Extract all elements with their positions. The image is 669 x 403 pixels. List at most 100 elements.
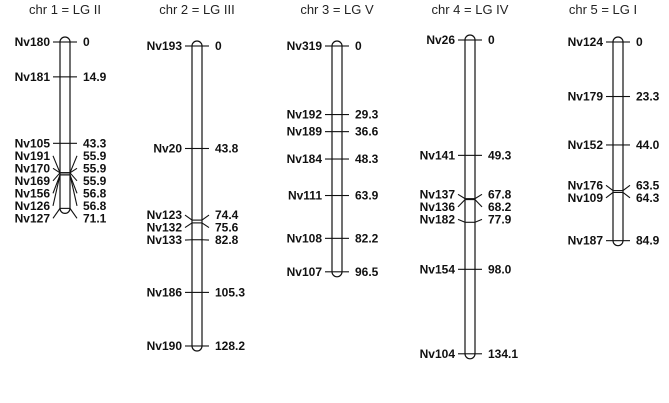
marker-position: 0 xyxy=(83,35,90,49)
marker-name: Nv107 xyxy=(287,265,323,279)
marker-name: Nv104 xyxy=(420,347,456,361)
marker-position: 55.9 xyxy=(83,149,107,163)
marker-position: 29.3 xyxy=(355,108,379,122)
chromosome-3: chr 3 = LG V Nv319 0 Nv192 29.3 Nv189 36.6 Nv18… xyxy=(287,2,379,279)
marker-name: Nv123 xyxy=(147,208,183,222)
marker-position: 84.9 xyxy=(636,234,660,248)
marker-position: 82.8 xyxy=(215,233,239,247)
chromosome-1: chr 1 = LG II Nv180 0 Nv181 14.9 Nv105 43.3 Nv1… xyxy=(15,2,107,225)
marker-name: Nv156 xyxy=(15,186,51,200)
marker-tick-left xyxy=(457,199,466,208)
marker-tick-left xyxy=(52,172,61,182)
marker-position: 56.8 xyxy=(83,186,107,200)
chromosome-title: chr 4 = LG IV xyxy=(432,2,509,17)
marker-name: Nv105 xyxy=(15,136,51,150)
chromosome-title: chr 1 = LG II xyxy=(29,2,101,17)
marker-name: Nv181 xyxy=(15,70,51,84)
marker-name: Nv111 xyxy=(288,189,322,203)
marker-name: Nv137 xyxy=(420,187,456,201)
marker-tick-left xyxy=(605,192,614,199)
marker-name: Nv193 xyxy=(147,39,183,53)
marker-position: 68.2 xyxy=(488,200,512,214)
chromosome-5: chr 5 = LG I Nv124 0 Nv179 23.3 Nv152 44.0 Nv17… xyxy=(568,2,660,248)
marker-name: Nv152 xyxy=(568,138,604,152)
marker-position: 105.3 xyxy=(215,285,245,299)
marker-position: 0 xyxy=(355,39,362,53)
marker-name: Nv26 xyxy=(426,33,455,47)
marker-tick-right xyxy=(622,192,631,199)
marker-tick-left xyxy=(52,174,61,206)
marker-name: Nv132 xyxy=(147,221,183,235)
chromosome-title: chr 5 = LG I xyxy=(569,2,637,17)
marker-name: Nv189 xyxy=(287,125,323,139)
marker-position: 134.1 xyxy=(488,347,518,361)
marker-name: Nv190 xyxy=(147,339,183,353)
marker-tick-left xyxy=(184,222,193,229)
marker-tick-right xyxy=(474,193,483,200)
chromosome-bar xyxy=(59,36,71,214)
marker-name: Nv141 xyxy=(420,148,456,162)
marker-position: 96.5 xyxy=(355,265,379,279)
marker-tick-right xyxy=(622,184,631,192)
marker-tick-right xyxy=(69,174,78,206)
marker-tick-right xyxy=(474,218,483,223)
marker-position: 77.9 xyxy=(488,212,512,226)
marker-position: 44.0 xyxy=(636,138,660,152)
marker-tick-left xyxy=(52,167,61,174)
marker-position: 14.9 xyxy=(83,70,107,84)
marker-name: Nv186 xyxy=(147,285,183,299)
marker-position: 0 xyxy=(215,39,222,53)
marker-name: Nv154 xyxy=(420,262,456,276)
marker-tick-left xyxy=(457,193,466,200)
marker-position: 98.0 xyxy=(488,262,512,276)
marker-name: Nv187 xyxy=(568,234,604,248)
marker-position: 63.9 xyxy=(355,189,379,203)
marker-position: 49.3 xyxy=(488,148,512,162)
marker-tick-right xyxy=(69,172,78,182)
marker-name: Nv169 xyxy=(15,174,51,188)
marker-name: Nv20 xyxy=(153,141,182,155)
marker-position: 48.3 xyxy=(355,152,379,166)
chromosome-bar xyxy=(191,40,203,352)
marker-name: Nv319 xyxy=(287,39,323,53)
marker-name: Nv192 xyxy=(287,108,323,122)
marker-position: 82.2 xyxy=(355,231,379,245)
marker-position: 67.8 xyxy=(488,187,512,201)
marker-tick-left xyxy=(184,214,193,221)
marker-name: Nv124 xyxy=(568,35,604,49)
marker-position: 55.9 xyxy=(83,174,107,188)
marker-position: 74.4 xyxy=(215,208,239,222)
marker-name: Nv184 xyxy=(287,152,323,166)
marker-tick-right xyxy=(69,155,78,174)
marker-tick-right xyxy=(474,199,483,208)
marker-position: 23.3 xyxy=(636,90,660,104)
marker-position: 0 xyxy=(488,33,495,47)
chromosome-bar xyxy=(464,34,476,360)
chromosome-bar xyxy=(612,36,624,247)
chromosome-2: chr 2 = LG III Nv193 0 Nv20 43.8 Nv123 74.4 Nv1… xyxy=(147,2,246,353)
marker-position: 55.9 xyxy=(83,161,107,175)
marker-tick-left xyxy=(52,155,61,174)
marker-name: Nv109 xyxy=(568,191,604,205)
marker-position: 43.8 xyxy=(215,141,239,155)
marker-name: Nv126 xyxy=(15,199,51,213)
marker-tick-left xyxy=(605,184,614,192)
marker-name: Nv170 xyxy=(15,161,51,175)
marker-name: Nv182 xyxy=(420,212,456,226)
marker-tick-right xyxy=(69,167,78,174)
marker-position: 36.6 xyxy=(355,125,379,139)
chromosome-title: chr 3 = LG V xyxy=(300,2,374,17)
marker-name: Nv127 xyxy=(15,211,51,225)
marker-position: 43.3 xyxy=(83,136,107,150)
chromosome-title: chr 2 = LG III xyxy=(159,2,235,17)
marker-position: 0 xyxy=(636,35,643,49)
marker-position: 64.3 xyxy=(636,191,660,205)
marker-tick-left xyxy=(457,218,466,223)
marker-tick-right xyxy=(201,222,210,229)
marker-name: Nv108 xyxy=(287,231,323,245)
marker-name: Nv133 xyxy=(147,233,183,247)
marker-position: 75.6 xyxy=(215,221,239,235)
marker-name: Nv179 xyxy=(568,90,604,104)
marker-name: Nv180 xyxy=(15,35,51,49)
